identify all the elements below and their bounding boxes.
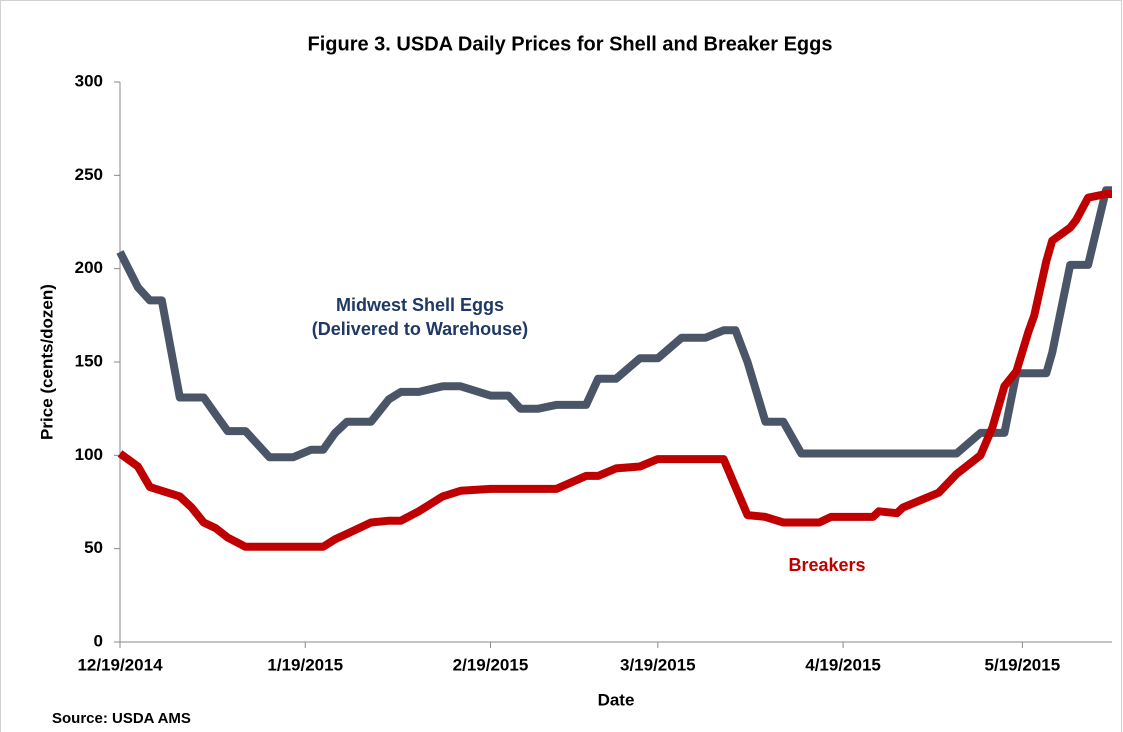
- x-tick-label: 2/19/2015: [453, 655, 529, 674]
- line-series: [117, 190, 1112, 551]
- series-note: (Delivered to Warehouse): [312, 319, 528, 339]
- source: Source: USDA AMS: [52, 710, 191, 727]
- x-tick-label: 5/19/2015: [985, 655, 1061, 674]
- y-tick-label: 50: [84, 538, 103, 557]
- x-axis-label: Date: [598, 690, 635, 709]
- series-label: Breakers: [788, 555, 865, 575]
- x-tick-label: 4/19/2015: [805, 655, 881, 674]
- y-tick-label: 100: [75, 445, 103, 464]
- y-tick-label: 0: [94, 631, 103, 650]
- line-series: [116, 186, 1112, 462]
- x-tick-label: 1/19/2015: [267, 655, 343, 674]
- x-tick-label: 3/19/2015: [620, 655, 696, 674]
- chart-title: Figure 3. USDA Daily Prices for Shell an…: [308, 33, 833, 55]
- series-label: Midwest Shell Eggs: [336, 295, 504, 315]
- y-tick-label: 150: [75, 351, 103, 370]
- y-tick-label: 250: [75, 165, 103, 184]
- y-tick-label: 300: [75, 71, 103, 90]
- y-tick-label: 200: [75, 258, 103, 277]
- y-axis-label: Price (cents/dozen): [37, 284, 56, 440]
- x-tick-label: 12/19/2014: [77, 655, 163, 674]
